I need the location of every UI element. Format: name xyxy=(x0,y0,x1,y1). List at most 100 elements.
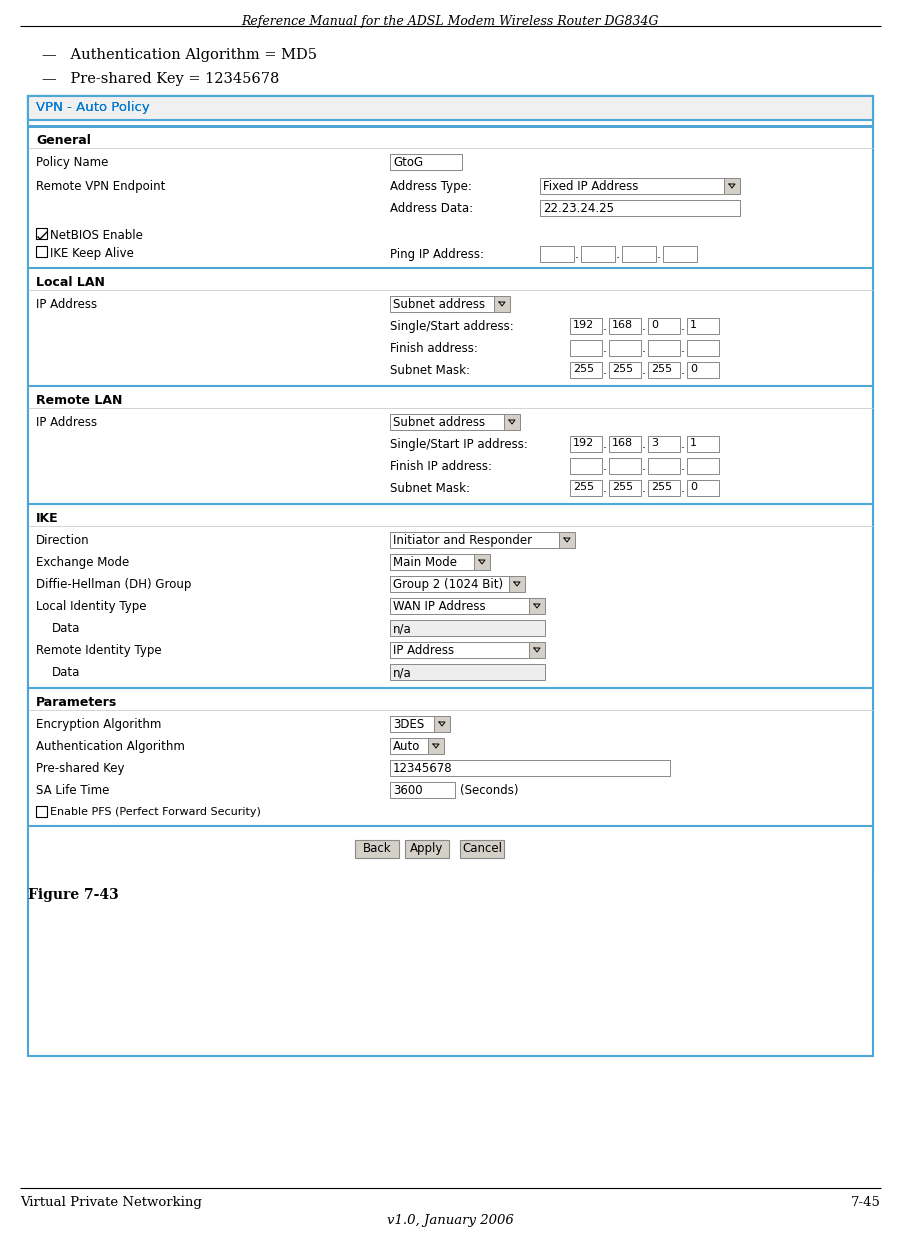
Text: 1: 1 xyxy=(690,320,697,330)
Text: 3: 3 xyxy=(651,438,658,448)
Text: Exchange Mode: Exchange Mode xyxy=(36,556,129,569)
Text: Pre-shared Key: Pre-shared Key xyxy=(36,762,124,774)
Bar xyxy=(390,414,504,430)
Text: .: . xyxy=(642,342,646,355)
Text: SA Life Time: SA Life Time xyxy=(36,784,109,797)
Text: 0: 0 xyxy=(651,320,658,330)
Text: IP Address: IP Address xyxy=(36,416,97,429)
Bar xyxy=(570,340,602,355)
Text: 255: 255 xyxy=(573,483,594,493)
Bar xyxy=(390,642,529,658)
Text: NetBIOS Enable: NetBIOS Enable xyxy=(50,229,143,242)
Bar xyxy=(687,458,719,474)
Text: 3DES: 3DES xyxy=(393,718,424,731)
Bar xyxy=(687,480,719,496)
Bar xyxy=(687,318,719,334)
Text: n/a: n/a xyxy=(393,622,412,635)
Text: .: . xyxy=(681,483,685,495)
Text: v1.0, January 2006: v1.0, January 2006 xyxy=(387,1215,514,1227)
Bar xyxy=(390,620,545,636)
Bar xyxy=(28,96,873,1056)
Text: .: . xyxy=(681,342,685,355)
Text: Remote LAN: Remote LAN xyxy=(36,394,123,407)
Text: Figure 7-43: Figure 7-43 xyxy=(28,888,119,902)
Bar xyxy=(504,414,520,430)
Text: 7-45: 7-45 xyxy=(851,1196,881,1210)
Text: Diffie-Hellman (DH) Group: Diffie-Hellman (DH) Group xyxy=(36,579,191,591)
Text: VPN - Auto Policy: VPN - Auto Policy xyxy=(36,101,150,113)
Bar xyxy=(36,246,47,257)
Text: 255: 255 xyxy=(651,364,672,374)
Text: Cancel: Cancel xyxy=(462,842,502,855)
Bar xyxy=(609,362,641,378)
Bar xyxy=(36,228,47,239)
Bar xyxy=(570,362,602,378)
Text: 1: 1 xyxy=(690,438,697,448)
Text: 255: 255 xyxy=(651,483,672,493)
Text: —   Pre-shared Key = 12345678: — Pre-shared Key = 12345678 xyxy=(42,72,279,86)
Text: .: . xyxy=(603,460,607,473)
Text: Apply: Apply xyxy=(410,842,443,855)
Text: 192: 192 xyxy=(573,320,595,330)
Text: .: . xyxy=(642,483,646,495)
Bar xyxy=(390,738,428,754)
Text: Data: Data xyxy=(52,666,80,680)
Text: Policy Name: Policy Name xyxy=(36,156,108,170)
Text: GtoG: GtoG xyxy=(393,156,423,170)
Bar xyxy=(648,362,680,378)
Text: —   Authentication Algorithm = MD5: — Authentication Algorithm = MD5 xyxy=(42,47,317,62)
Bar xyxy=(355,840,399,858)
Text: Single/Start IP address:: Single/Start IP address: xyxy=(390,438,528,451)
Bar xyxy=(390,296,494,312)
Text: Remote Identity Type: Remote Identity Type xyxy=(36,643,161,657)
Bar xyxy=(28,96,873,870)
Text: 22.23.24.25: 22.23.24.25 xyxy=(543,202,614,214)
Text: 168: 168 xyxy=(612,438,633,448)
Text: n/a: n/a xyxy=(393,666,412,680)
Bar xyxy=(390,153,462,170)
Bar xyxy=(609,436,641,451)
Bar xyxy=(648,480,680,496)
Text: .: . xyxy=(681,460,685,473)
Bar xyxy=(28,96,873,120)
Text: .: . xyxy=(681,364,685,377)
Text: Data: Data xyxy=(52,622,80,635)
Text: Authentication Algorithm: Authentication Algorithm xyxy=(36,739,185,753)
Text: Address Data:: Address Data: xyxy=(390,202,473,214)
Bar xyxy=(390,782,455,798)
Bar xyxy=(570,480,602,496)
Text: Subnet Mask:: Subnet Mask: xyxy=(390,364,470,377)
Bar xyxy=(687,362,719,378)
Bar xyxy=(648,318,680,334)
Text: Subnet address: Subnet address xyxy=(393,298,485,311)
Bar xyxy=(434,716,450,732)
Text: Finish IP address:: Finish IP address: xyxy=(390,460,492,473)
Text: 0: 0 xyxy=(690,364,697,374)
Text: Ping IP Address:: Ping IP Address: xyxy=(390,248,484,261)
Bar xyxy=(36,806,47,817)
Text: 0: 0 xyxy=(690,483,697,493)
Text: IKE Keep Alive: IKE Keep Alive xyxy=(50,247,134,261)
Bar xyxy=(390,576,509,592)
Text: 3600: 3600 xyxy=(393,784,423,797)
Bar xyxy=(428,738,444,754)
Bar xyxy=(687,340,719,355)
Bar xyxy=(540,178,724,195)
Text: .: . xyxy=(642,364,646,377)
Text: .: . xyxy=(642,438,646,451)
Text: (Seconds): (Seconds) xyxy=(460,784,518,797)
Text: VPN - Auto Policy: VPN - Auto Policy xyxy=(36,101,150,113)
Bar xyxy=(540,200,740,216)
Text: Local LAN: Local LAN xyxy=(36,276,105,289)
Bar xyxy=(609,318,641,334)
Text: Back: Back xyxy=(363,842,391,855)
Bar xyxy=(390,759,670,776)
Bar xyxy=(390,716,434,732)
Bar xyxy=(581,246,615,262)
Bar xyxy=(687,436,719,451)
Bar xyxy=(494,296,510,312)
Text: 12345678: 12345678 xyxy=(393,762,452,774)
Text: Finish address:: Finish address: xyxy=(390,342,478,355)
Text: .: . xyxy=(575,248,579,261)
Bar xyxy=(663,246,697,262)
